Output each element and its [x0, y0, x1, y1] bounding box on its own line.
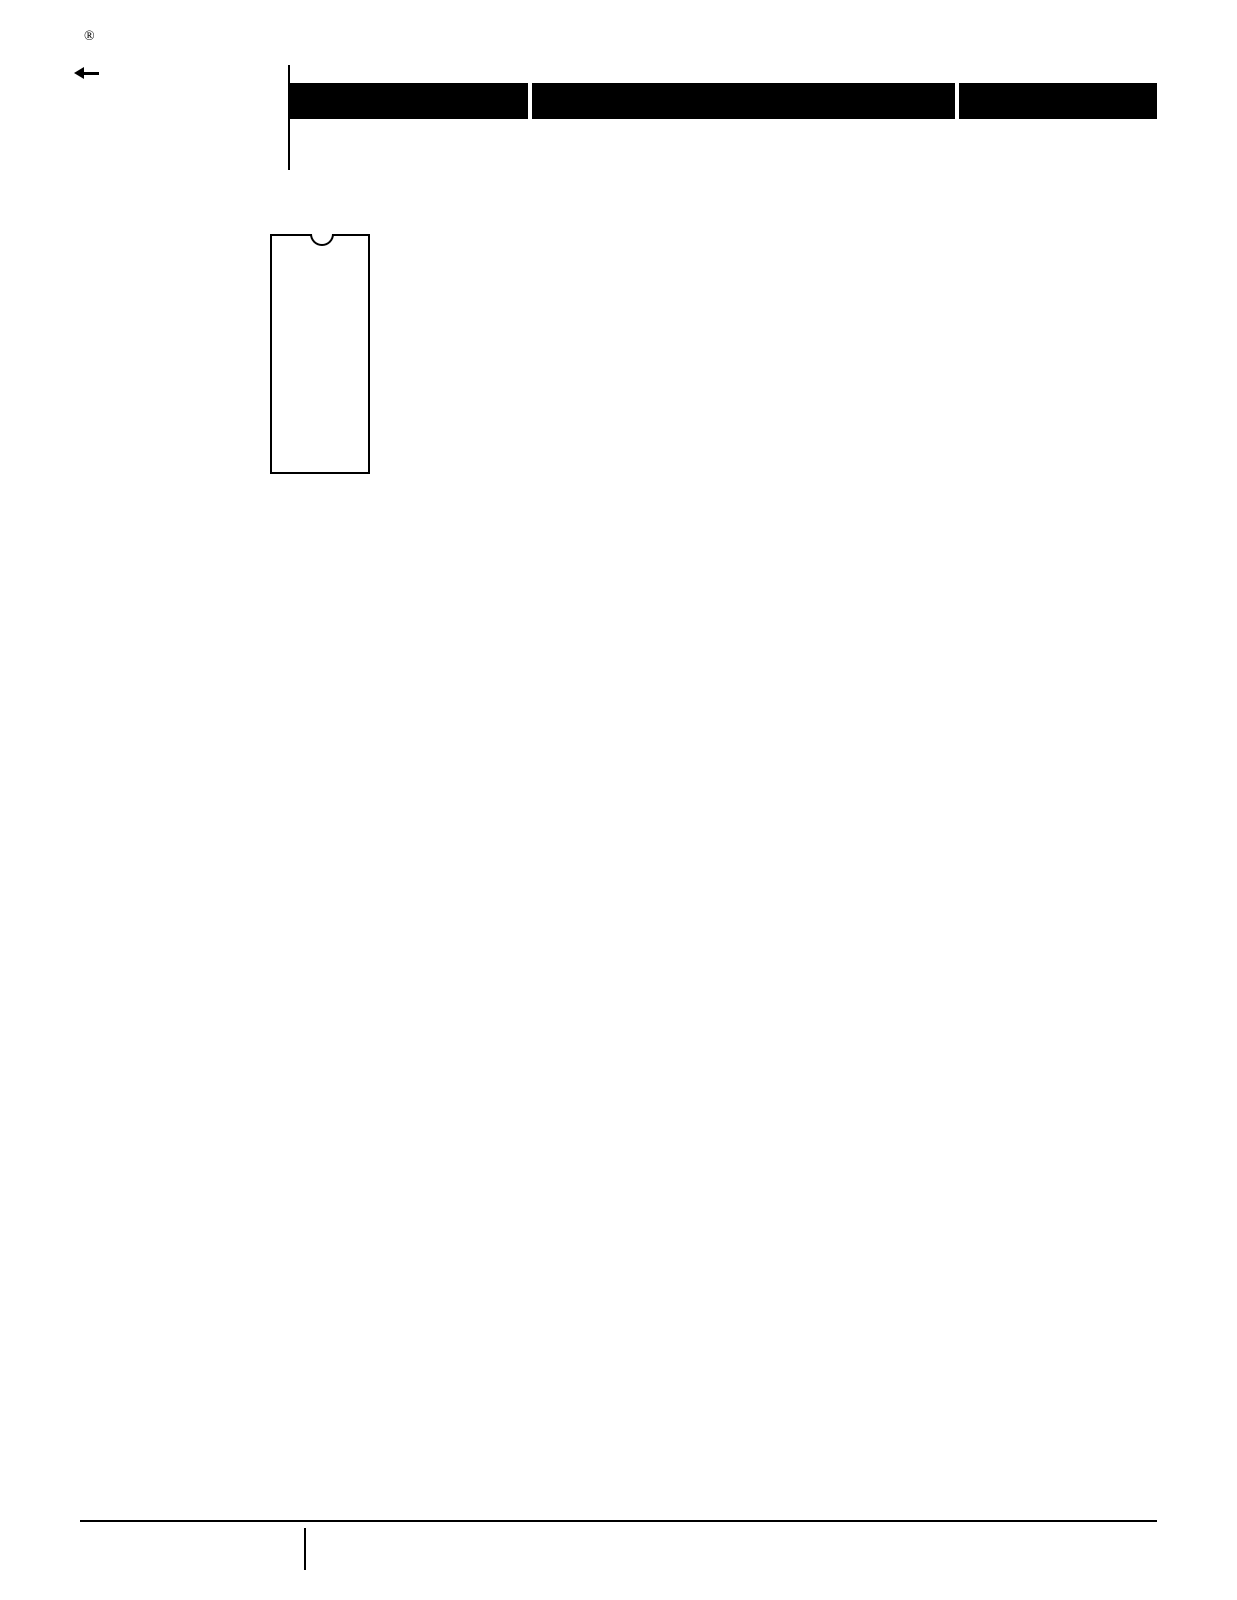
titlebar-datasheet-label: [290, 83, 528, 119]
titlebar-date-label: [532, 83, 955, 119]
footer-text: [320, 1528, 1157, 1558]
header: ®: [80, 30, 1157, 75]
footer: [80, 1520, 1157, 1570]
page-number: [80, 1528, 290, 1532]
titlebar-docnum-label: [959, 83, 1157, 119]
logo-registered-icon: ®: [84, 29, 95, 44]
right-column: [644, 174, 1158, 234]
footer-divider-icon: [304, 1528, 306, 1570]
chip-body-icon: [270, 234, 370, 474]
pinout-diagram: [160, 192, 480, 226]
pinout-title: [160, 192, 480, 226]
header-divider-icon: [288, 65, 290, 170]
logo-arrow-icon: [74, 67, 84, 79]
left-column: [80, 174, 594, 234]
logo: ®: [80, 30, 99, 75]
title-bar: [290, 83, 1157, 119]
chip-notch-icon: [310, 234, 334, 246]
